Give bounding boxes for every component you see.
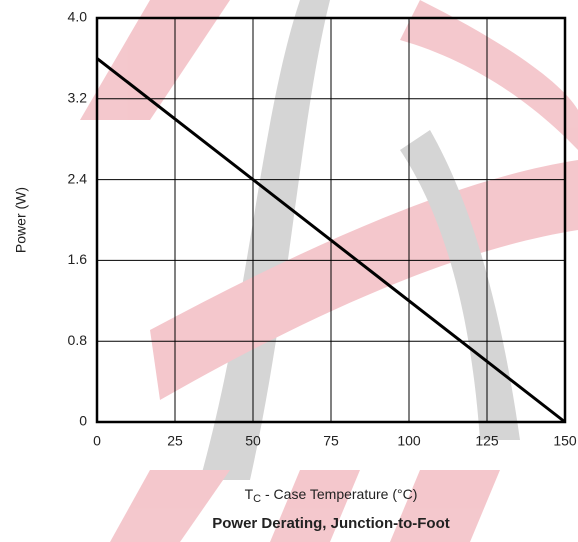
x-tick-label: 100: [397, 433, 421, 449]
plot-frame: [95, 16, 567, 424]
x-tick-label: 0: [93, 433, 101, 449]
data-line: [96, 57, 566, 424]
x-tick-label: 75: [323, 433, 339, 449]
y-tick-label: 1.6: [68, 251, 88, 267]
x-axis-label: TC - Case Temperature (°C): [245, 486, 418, 505]
y-tick-label: 0: [79, 413, 87, 429]
y-tick-label: 2.4: [68, 170, 88, 186]
y-tick-label: 0.8: [68, 332, 88, 348]
x-axis-label-rest: - Case Temperature (°C): [261, 486, 417, 502]
x-tick-label: 125: [475, 433, 499, 449]
y-tick-label: 4.0: [68, 9, 88, 25]
x-tick-label: 150: [553, 433, 577, 449]
x-axis-label-main: T: [245, 486, 254, 502]
y-tick-label: 3.2: [68, 90, 88, 106]
x-tick-label: 25: [167, 433, 183, 449]
chart-title: Power Derating, Junction-to-Foot: [212, 515, 450, 532]
watermark: [80, 0, 578, 542]
x-tick-label: 50: [245, 433, 261, 449]
x-axis-label-sub: C: [253, 493, 261, 505]
y-axis-label: Power (W): [13, 187, 29, 253]
